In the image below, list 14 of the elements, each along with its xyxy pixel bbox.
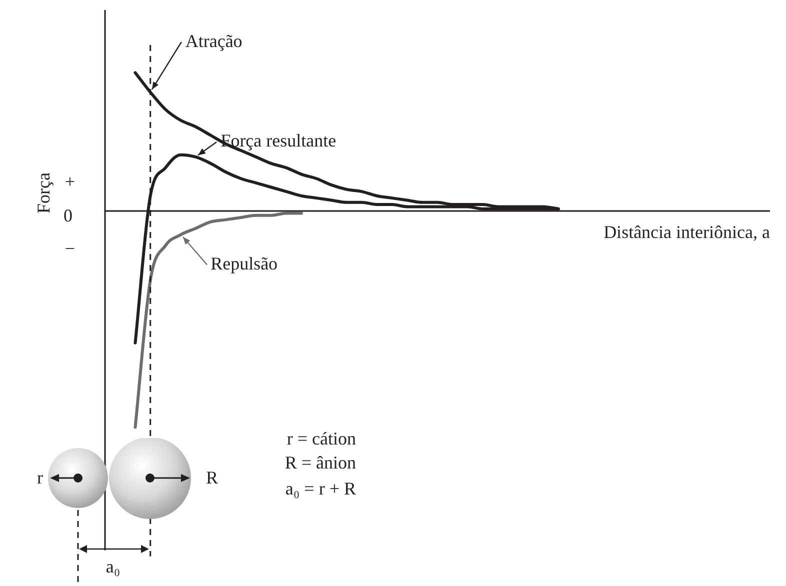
text: r	[37, 468, 43, 488]
x-axis-title: Distância interiônica, a	[604, 222, 770, 242]
text: r = cátion	[286, 428, 356, 449]
series-label: Repulsão	[210, 254, 278, 274]
text: +	[64, 172, 76, 192]
text: a₀	[106, 556, 120, 577]
text: Atração	[185, 30, 242, 51]
text: −	[64, 238, 76, 259]
y-axis-title: Força	[34, 172, 54, 214]
text: a₀ = r + R	[285, 478, 356, 499]
legend-label: Força resultante	[220, 130, 336, 151]
text: R	[206, 468, 218, 488]
text: R = ânion	[284, 452, 356, 473]
text: 0	[64, 206, 72, 226]
